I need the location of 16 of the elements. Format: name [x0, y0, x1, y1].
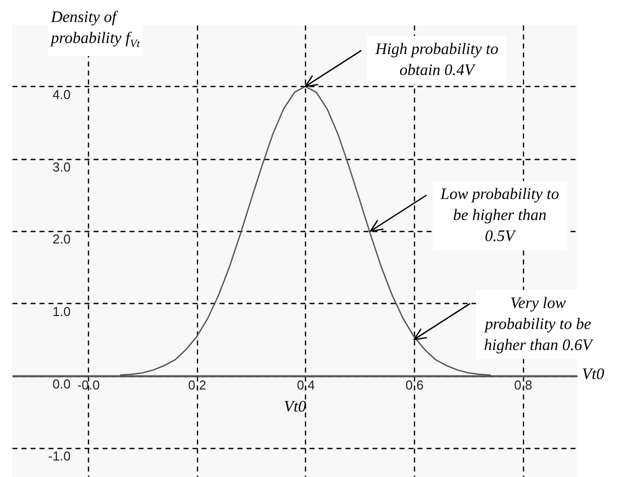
y-tick-label: 0.0 [52, 376, 71, 392]
y-tick-label: 4.0 [52, 86, 71, 102]
x-tick-label: 0.6 [405, 377, 424, 392]
x-tick-label: 0.8 [514, 377, 532, 392]
y-tick-label: 2.0 [52, 232, 71, 247]
text: Vt0 [578, 364, 608, 385]
x-tick-label: -0.0 [77, 377, 100, 392]
x-tick-label: 0.4 [296, 377, 315, 392]
annotation: High probability to obtain 0.4V [367, 36, 506, 84]
y-tick-label: 3.0 [52, 159, 71, 174]
x-tick-label: 0.2 [188, 377, 206, 392]
y-axis-title: Density of probability f$_{Vt}$ [48, 6, 143, 56]
annotation: Very low probability to be higher than 0.6V [476, 290, 600, 359]
annotation: Low probability to be higher than 0.5V [432, 181, 568, 250]
y-tick-label: -1.0 [48, 448, 71, 464]
y-tick-label: 1.0 [52, 304, 71, 319]
